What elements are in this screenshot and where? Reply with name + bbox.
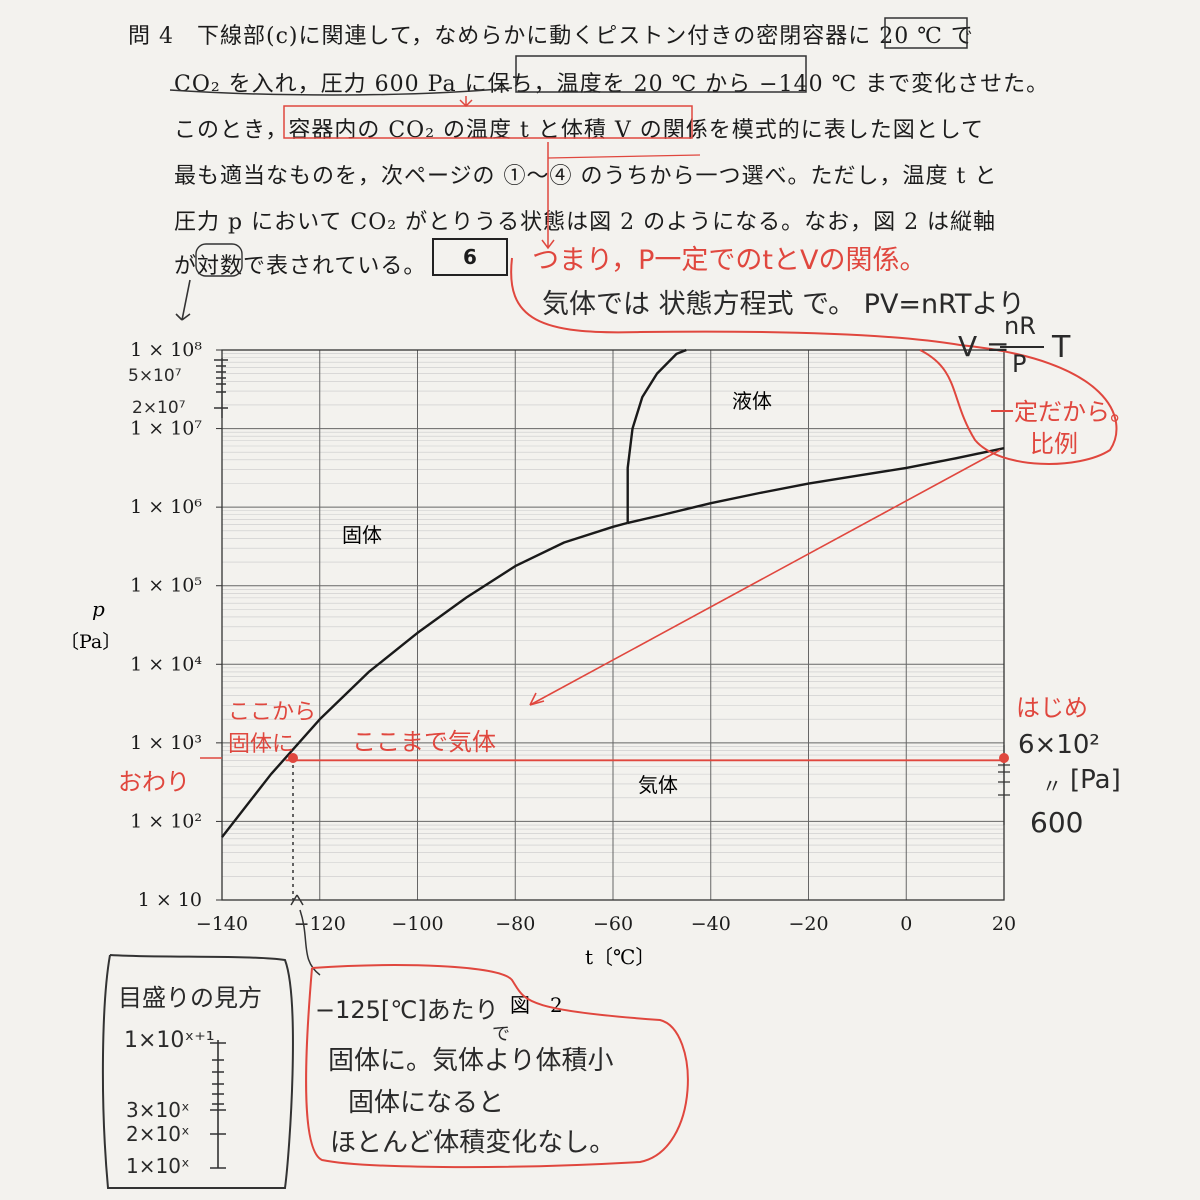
phase-boundaries — [221, 348, 1005, 838]
x-tick-label: −40 — [691, 913, 731, 935]
annotation-5x10: 5×10⁷ — [128, 366, 182, 386]
annotation-600: 600 — [1030, 806, 1084, 839]
y-tick-label: 1 × 10⁵ — [130, 575, 202, 597]
y-axis-label: p — [92, 597, 105, 621]
figure-caption: 図 2 — [510, 993, 563, 1017]
annotation-equal: 〃 — [1042, 774, 1062, 798]
question-line-1: 問 4 下線部(c)に関連して，なめらかに動くピストン付きの密閉容器に 20 ℃… — [128, 24, 974, 49]
annotation-gas-equation: 気体では 状態方程式 で。 PV=nRTより — [542, 289, 1025, 320]
y-tick-label: 1 × 10⁶ — [130, 496, 202, 518]
question-line-2: CO₂ を入れ，圧力 600 Pa に保ち，温度を 20 ℃ から −140 ℃… — [174, 72, 1050, 97]
end-point-marker — [288, 753, 298, 763]
x-tick-label: 0 — [900, 913, 912, 935]
phase-boundary-0 — [221, 521, 629, 838]
y-tick-label: 1 × 10² — [130, 810, 202, 832]
annotation-2x10: 2×10⁷ — [132, 398, 186, 418]
question-line-6: が対数で表されている。 — [174, 254, 427, 279]
question-line-3: このとき，容器内の CO₂ の温度 t と体積 V の関係を模式的に表した図とし… — [174, 118, 985, 143]
y-tick-label: 1 × 10³ — [130, 732, 202, 754]
x-tick-label: −140 — [196, 913, 248, 935]
y-tick-label: 1 × 10⁸ — [130, 339, 202, 361]
annotation-temperature: −125[℃]あたり — [315, 996, 499, 1024]
handwritten-shapes — [101, 17, 1118, 1189]
annotation-pa: [Pa] — [1070, 765, 1121, 795]
scale-guide-3: 3×10ˣ — [126, 1098, 190, 1122]
scale-guide-1: 1×10ˣ — [126, 1154, 190, 1178]
x-tick-label: 20 — [992, 913, 1016, 935]
phase-boundary-1 — [627, 447, 1005, 525]
formula-fraction-bar — [1000, 346, 1044, 348]
x-tick-label: −20 — [788, 913, 828, 935]
annotation-solid-line2: 固体になると — [348, 1088, 505, 1118]
y-axis-unit: 〔Pa〕 — [60, 631, 121, 653]
annotation-solid: 固体に — [228, 732, 295, 757]
annotation-constant: 一定だから。 — [990, 398, 1134, 426]
question-line-4: 最も適当なものを，次ページの ①～④ のうちから一つ選べ。ただし，温度 t と — [174, 164, 998, 189]
annotation-start: はじめ — [1016, 694, 1088, 722]
start-point-marker — [999, 753, 1009, 763]
annotation-header: つまり，P一定でのtとVの関係。 — [532, 245, 927, 276]
annotation-de: で — [492, 1024, 510, 1045]
region-label-solid: 固体 — [342, 523, 382, 547]
y-tick-labels: 1 × 10 1 × 10² 1 × 10³ 1 × 10⁴ 1 × 10⁵ 1 × 10… — [130, 339, 222, 911]
formula-nr: nR — [1004, 312, 1036, 340]
formula-p: P — [1012, 350, 1027, 378]
annotation-end: おわり — [118, 768, 190, 796]
x-tick-label: −120 — [294, 913, 346, 935]
major-grid — [221, 349, 1005, 901]
y-tick-label: 1 × 10⁴ — [130, 653, 202, 675]
formula-t: T — [1052, 330, 1071, 365]
annotation-proportional: 比例 — [1030, 430, 1078, 458]
annotation-solid-line3: ほとんど体積変化なし。 — [330, 1128, 616, 1158]
answer-box[interactable]: 6 — [432, 238, 508, 276]
x-tick-label: −80 — [495, 913, 535, 935]
region-label-liquid: 液体 — [732, 389, 772, 413]
x-axis-label: t〔℃〕 — [585, 945, 655, 969]
scale-guide-2: 2×10ˣ — [126, 1122, 190, 1146]
annotation-solid-line1: 固体に。気体より体積小 — [328, 1046, 614, 1076]
x-tick-label: −100 — [391, 913, 443, 935]
annotation-6x10: 6×10² — [1018, 730, 1100, 760]
y-tick-label: 1 × 10⁷ — [130, 418, 202, 440]
plot-frame — [221, 349, 1005, 901]
region-label-gas: 気体 — [638, 773, 678, 797]
phase-boundary-2 — [626, 348, 687, 523]
x-tick-labels: −140 −120 −100 −80 −60 −40 −20 0 20 — [196, 913, 1016, 935]
annotation-gas-until: ここまで気体 — [352, 728, 496, 756]
y-tick-label: 1 × 10 — [138, 889, 202, 911]
question-line-5: 圧力 p において CO₂ がとりうる状態は図 2 のようになる。なお，図 2 … — [174, 210, 997, 235]
annotation-from-here: ここから — [228, 700, 317, 725]
x-tick-label: −60 — [593, 913, 633, 935]
scale-guide-title: 目盛りの見方 — [118, 984, 262, 1012]
scale-guide-top: 1×10ˣ⁺¹ — [124, 1028, 215, 1053]
